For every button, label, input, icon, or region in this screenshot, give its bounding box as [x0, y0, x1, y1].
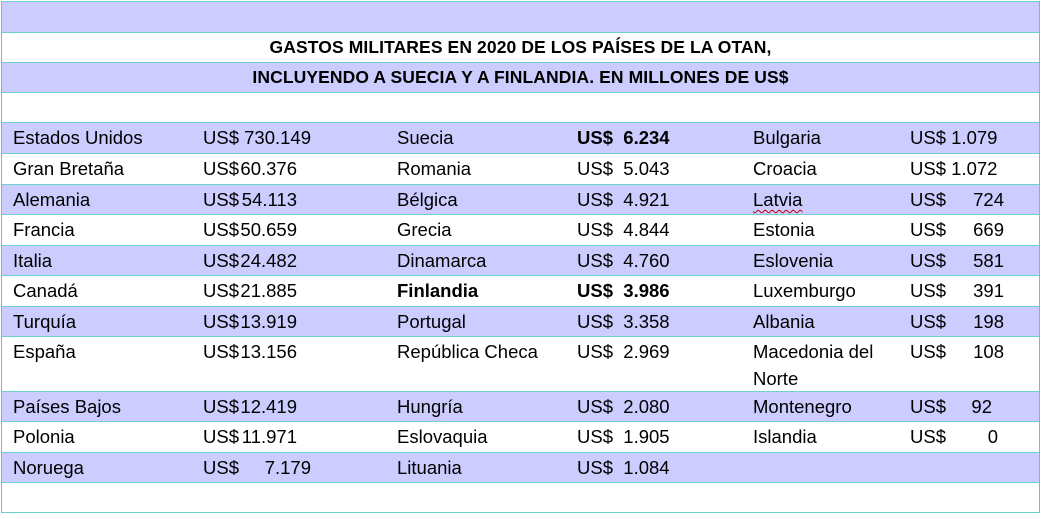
country-name: Montenegro [753, 396, 852, 417]
table-row: Gran Bretaña US$60.376 Romania US$ 5.043… [2, 153, 1039, 184]
country-name: Gran Bretaña [13, 158, 125, 179]
spending-value: US$ 2.080 [577, 396, 670, 417]
country-name: Macedonia del Norte [753, 341, 874, 389]
country-name: Hungría [397, 396, 463, 417]
table-title-line-2: INCLUYENDO A SUECIA Y A FINLANDIA. EN MI… [2, 62, 1039, 92]
country-name: Noruega [13, 457, 84, 478]
table-row: Países Bajos US$12.419 Hungría US$ 2.080… [2, 391, 1039, 421]
country-name: Países Bajos [13, 396, 121, 417]
table-row: Francia US$50.659 Grecia US$ 4.844 Eston… [2, 214, 1039, 245]
country-name: Francia [13, 219, 75, 240]
country-name: Croacia [753, 158, 817, 179]
country-name: Eslovaquia [397, 426, 488, 447]
spending-value: US$ 5.043 [577, 158, 670, 179]
spending-value: US$ 1.084 [577, 457, 670, 478]
country-name: República Checa [397, 341, 538, 362]
country-name: Polonia [13, 426, 75, 447]
blank-row-bottom [2, 482, 1039, 513]
country-name: Turquía [13, 311, 77, 332]
blank-row-top [2, 1, 1039, 32]
blank-row-spacer [2, 92, 1039, 122]
country-name: Portugal [397, 311, 466, 332]
country-name: Suecia [397, 127, 454, 148]
table-row: España US$13.156 República Checa US$ 2.9… [2, 336, 1039, 391]
spending-value: US$ 669 [910, 219, 1004, 240]
table-row: Canadá US$21.885 Finlandia US$ 3.986 Lux… [2, 275, 1039, 306]
table-row: Noruega US$ 7.179 Lituania US$ 1.084 [2, 452, 1039, 482]
spending-value: US$13.919 [203, 311, 297, 332]
spending-value: US$ 11.971 [203, 426, 297, 447]
country-name: Bulgaria [753, 127, 821, 148]
country-name: Alemania [13, 189, 91, 210]
spending-value: US$60.376 [203, 158, 297, 179]
spending-value: US$ 198 [910, 311, 1004, 332]
country-name: Latvia [753, 189, 803, 210]
spending-value: US$ 724 [910, 189, 1004, 210]
spending-value: US$13.156 [203, 341, 297, 362]
table-row: Turquía US$13.919 Portugal US$ 3.358 Alb… [2, 306, 1039, 336]
spending-value: US$50.659 [203, 219, 297, 240]
table-row: Polonia US$ 11.971 Eslovaquia US$ 1.905 I… [2, 421, 1039, 452]
country-name: Canadá [13, 280, 78, 301]
country-name: Islandia [753, 426, 817, 447]
spending-value: US$ 1.905 [577, 426, 670, 447]
spending-value: US$ 3.358 [577, 311, 670, 332]
spending-value: US$24.482 [203, 250, 297, 271]
spending-value: US$ 6.234 [577, 127, 670, 148]
country-name: Estados Unidos [13, 127, 143, 148]
spending-value: US$ 3.986 [577, 280, 670, 301]
spending-value: US$ 730.149 [203, 127, 312, 148]
spending-value: US$ 1.079 [910, 127, 998, 148]
spending-value: US$ 7.179 [203, 457, 311, 478]
spending-value: US$ 4.760 [577, 250, 670, 271]
country-name: Eslovenia [753, 250, 834, 271]
table-row: Alemania US$ 54.113 Bélgica US$ 4.921 Lat… [2, 184, 1039, 214]
spending-value: US$ 581 [910, 250, 1004, 271]
table-title-line-1: GASTOS MILITARES EN 2020 DE LOS PAÍSES D… [2, 32, 1039, 62]
title-text-1: GASTOS MILITARES EN 2020 DE LOS PAÍSES D… [269, 37, 772, 57]
spending-value: US$ 92 [910, 396, 992, 417]
spending-value: US$ 4.844 [577, 219, 670, 240]
spending-value: US$ 4.921 [577, 189, 670, 210]
spending-value: US$12.419 [203, 396, 297, 417]
country-name: Luxemburgo [753, 280, 856, 301]
country-name: Albania [753, 311, 815, 332]
spending-value: US$ 54.113 [203, 189, 297, 210]
country-name: Grecia [397, 219, 452, 240]
country-name: Dinamarca [397, 250, 487, 271]
table-row: Estados Unidos US$ 730.149 Suecia US$ 6.… [2, 122, 1039, 153]
spending-value: US$ 391 [910, 280, 1004, 301]
spending-value: US$ 2.969 [577, 341, 670, 362]
country-name: Romania [397, 158, 472, 179]
country-name: Lituania [397, 457, 462, 478]
country-name: España [13, 341, 76, 362]
spending-value: US$ 0 [910, 426, 998, 447]
spending-value: US$ 108 [910, 341, 1004, 362]
spending-value: US$21.885 [203, 280, 297, 301]
country-name: Estonia [753, 219, 815, 240]
country-name: Italia [13, 250, 53, 271]
country-name: Finlandia [397, 280, 479, 301]
title-text-2: INCLUYENDO A SUECIA Y A FINLANDIA. EN MI… [252, 67, 789, 87]
table-row: Italia US$24.482 Dinamarca US$ 4.760 Esl… [2, 245, 1039, 275]
country-name: Bélgica [397, 189, 458, 210]
spending-value: US$ 1.072 [910, 158, 998, 179]
